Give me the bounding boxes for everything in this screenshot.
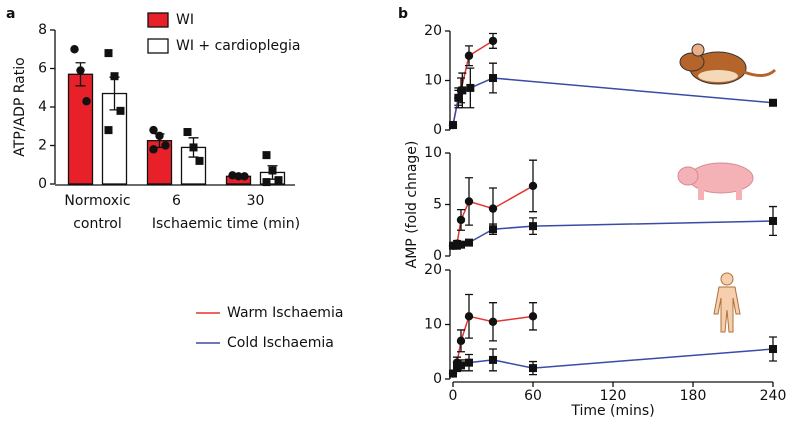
pig-icon <box>677 162 754 200</box>
marker <box>456 215 466 225</box>
marker <box>457 240 465 249</box>
marker <box>454 93 463 102</box>
marker <box>456 336 466 346</box>
x-tick-label: Normoxic control <box>64 193 131 232</box>
series-line <box>452 77 774 126</box>
y-axis-label: ATP/ADP Ratio <box>12 57 28 156</box>
marker <box>457 361 465 370</box>
y-tick-label: 6 <box>38 61 47 77</box>
marker <box>528 312 538 321</box>
marker <box>262 178 271 187</box>
y-tick-label: 0 <box>38 176 47 192</box>
series-line <box>452 348 774 374</box>
marker <box>262 151 271 160</box>
legend-swatch <box>147 12 169 28</box>
marker <box>195 156 204 165</box>
marker <box>529 364 537 373</box>
x-tick-label: 240 <box>760 388 787 404</box>
marker <box>104 49 113 58</box>
marker <box>489 355 497 364</box>
marker <box>529 222 537 231</box>
y-axis-label: AMP (fold chnage) <box>404 141 420 269</box>
x-tick-label: 60 <box>524 388 542 404</box>
y-tick-label: 10 <box>424 73 442 89</box>
marker <box>161 141 170 150</box>
marker <box>149 145 158 154</box>
marker <box>489 74 497 83</box>
series-line <box>453 220 774 247</box>
marker <box>769 98 777 107</box>
marker <box>465 358 473 367</box>
marker <box>488 317 498 326</box>
marker <box>464 312 474 321</box>
marker <box>149 125 158 135</box>
marker <box>183 128 192 137</box>
y-tick-label: 10 <box>424 145 442 161</box>
x-tick-label: 30 <box>246 193 265 209</box>
marker <box>70 45 79 54</box>
y-tick-label: 10 <box>424 317 442 333</box>
marker <box>155 131 164 141</box>
marker <box>274 176 283 185</box>
marker <box>466 83 475 92</box>
marker <box>769 345 777 354</box>
x-axis-label: Ischaemic time (min) <box>152 216 300 232</box>
marker <box>268 166 277 175</box>
human-icon <box>713 272 741 333</box>
y-tick-label: 0 <box>433 122 442 138</box>
marker <box>488 204 498 213</box>
x-axis-label: Time (mins) <box>570 403 654 419</box>
panel-label: a <box>6 6 15 22</box>
legend-label: WI <box>176 12 194 28</box>
bar <box>67 73 94 185</box>
marker <box>110 72 119 81</box>
mouse-icon <box>679 43 777 85</box>
marker <box>489 225 497 234</box>
marker <box>82 97 91 106</box>
marker <box>464 51 474 60</box>
marker <box>449 121 457 130</box>
y-tick-label: 2 <box>38 138 47 154</box>
y-tick-label: 5 <box>433 197 442 213</box>
x-tick-label: 0 <box>449 388 458 404</box>
x-tick-label: 180 <box>680 388 707 404</box>
x-tick-label: 120 <box>600 388 627 404</box>
legend-label: Cold Ischaemia <box>227 335 334 351</box>
panel-label: b <box>398 6 408 22</box>
marker <box>464 197 474 206</box>
marker <box>104 126 113 135</box>
marker <box>449 369 457 378</box>
x-tick-label: 6 <box>172 193 181 209</box>
legend-label: WI + cardioplegia <box>176 38 300 54</box>
legend-swatch <box>147 38 169 54</box>
y-tick-label: 20 <box>424 262 442 278</box>
marker <box>769 216 777 225</box>
y-tick-label: 20 <box>424 23 442 39</box>
marker <box>76 66 85 75</box>
legend-label: Warm Ischaemia <box>227 305 343 321</box>
y-tick-label: 0 <box>433 371 442 387</box>
series-line <box>452 40 494 126</box>
y-tick-label: 4 <box>38 99 47 115</box>
marker <box>488 36 498 46</box>
marker <box>189 143 198 152</box>
marker <box>465 238 473 247</box>
marker <box>458 86 467 95</box>
marker <box>528 181 538 191</box>
marker <box>240 172 249 181</box>
y-tick-label: 0 <box>433 248 442 264</box>
marker <box>116 106 125 115</box>
y-tick-label: 8 <box>38 22 47 38</box>
marker <box>234 172 243 181</box>
